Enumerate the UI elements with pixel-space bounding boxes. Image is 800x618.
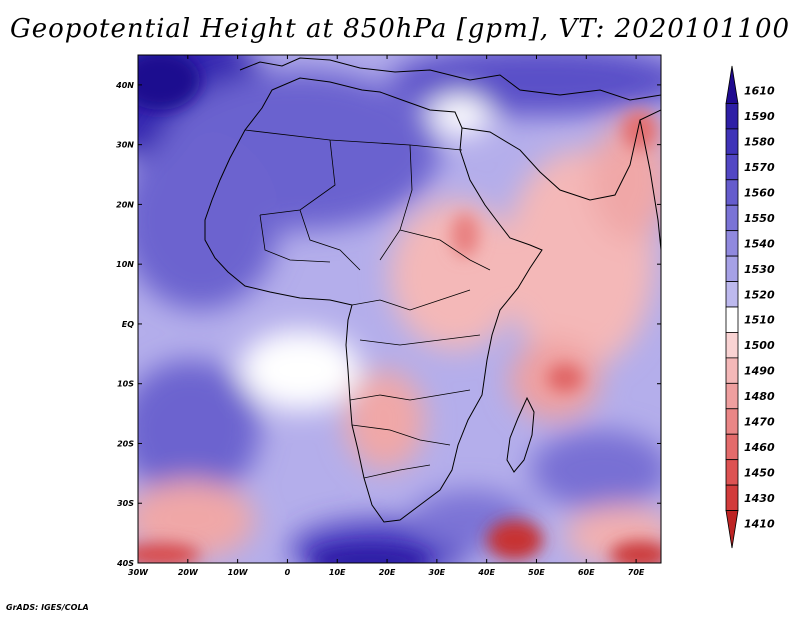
colorbar-label: 1450 bbox=[744, 466, 775, 479]
africa-coastline bbox=[204, 77, 543, 523]
colorbar-label: 1530 bbox=[744, 263, 775, 276]
colorbar-swatch bbox=[725, 230, 739, 257]
lon-tick-label: 40E bbox=[477, 568, 495, 577]
colorbar-label: 1610 bbox=[744, 85, 775, 98]
colorbar-label: 1570 bbox=[744, 161, 775, 174]
contour-field bbox=[138, 55, 661, 563]
colorbar-swatch bbox=[725, 255, 739, 282]
lon-tick-label: 70E bbox=[628, 568, 645, 577]
colorbar-label: 1460 bbox=[744, 441, 775, 454]
india-coastline bbox=[639, 119, 661, 251]
colorbar-label: 1590 bbox=[744, 110, 775, 123]
lon-tick-label: 30W bbox=[128, 568, 149, 577]
colorbar-label: 1410 bbox=[744, 517, 775, 530]
colorbar-label: 1560 bbox=[744, 187, 775, 200]
colorbar-label: 1510 bbox=[744, 314, 775, 327]
colorbar-swatch bbox=[725, 65, 739, 104]
colorbar-label: 1580 bbox=[744, 136, 775, 149]
colorbar-swatch bbox=[725, 510, 739, 549]
lat-tick-label: 10S bbox=[117, 380, 134, 389]
colorbar-swatch bbox=[725, 204, 739, 232]
map-frame bbox=[137, 54, 662, 564]
lat-tick-label: 20S bbox=[117, 439, 134, 448]
lat-tick-label: 40S bbox=[116, 559, 134, 568]
lon-tick-label: 30E bbox=[429, 568, 446, 577]
colorbar-swatch bbox=[725, 332, 739, 359]
colorbar-swatch bbox=[725, 408, 739, 435]
lat-tick-label: 40N bbox=[115, 81, 134, 90]
lon-tick-label: 10W bbox=[228, 568, 249, 577]
colorbar-label: 1500 bbox=[744, 339, 775, 352]
colorbar-swatch bbox=[725, 128, 739, 155]
lat-tick-label: 20N bbox=[116, 200, 134, 209]
lat-tick-label: 30N bbox=[116, 141, 134, 150]
colorbar-swatch bbox=[725, 103, 739, 130]
coastlines bbox=[204, 57, 661, 523]
colorbar-label: 1490 bbox=[744, 365, 775, 378]
lon-tick-label: 10E bbox=[329, 568, 346, 577]
colorbar-swatch bbox=[725, 433, 739, 461]
lon-tick-label: 20E bbox=[379, 568, 396, 577]
grads-credit: GrADS: IGES/COLA bbox=[6, 603, 89, 612]
colorbar-swatch bbox=[725, 153, 739, 181]
longitude-axis: 30W 20W 10W 0 10E 20E 30E 40E 50E 60E 70E bbox=[128, 55, 645, 577]
lon-tick-label: 20W bbox=[178, 568, 199, 577]
arabia-coastline bbox=[461, 109, 661, 201]
colorbar-swatch bbox=[725, 306, 739, 333]
lat-tick-label: 10N bbox=[116, 260, 134, 269]
colorbar-swatch bbox=[725, 459, 739, 486]
lat-tick-label: 30S bbox=[117, 499, 134, 508]
colorbar: 1610 1590 1580 1570 1560 1550 1540 1530 1520 1510… bbox=[725, 65, 775, 549]
latitude-axis: 40N 30N 20N 10N EQ 10S 20S 30S 40S bbox=[115, 81, 661, 568]
colorbar-swatch bbox=[725, 357, 739, 384]
colorbar-swatch bbox=[725, 281, 739, 308]
lat-tick-label: EQ bbox=[122, 320, 134, 329]
madagascar-coastline bbox=[506, 396, 535, 473]
colorbar-label: 1470 bbox=[744, 416, 775, 429]
colorbar-swatch bbox=[725, 484, 739, 511]
colorbar-label: 1520 bbox=[744, 288, 775, 301]
colorbar-swatch bbox=[725, 382, 739, 410]
lon-tick-label: 60E bbox=[578, 568, 595, 577]
lon-tick-label: 50E bbox=[528, 568, 545, 577]
colorbar-label: 1550 bbox=[744, 212, 775, 225]
map-title: Geopotential Height at 850hPa [gpm], VT:… bbox=[9, 14, 791, 44]
country-borders bbox=[244, 129, 491, 479]
europe-coastline bbox=[239, 57, 661, 101]
lon-tick-label: 0 bbox=[285, 568, 291, 577]
colorbar-swatch bbox=[725, 179, 739, 206]
colorbar-label: 1430 bbox=[744, 492, 775, 505]
colorbar-label: 1540 bbox=[744, 237, 775, 250]
colorbar-label: 1480 bbox=[744, 390, 775, 403]
